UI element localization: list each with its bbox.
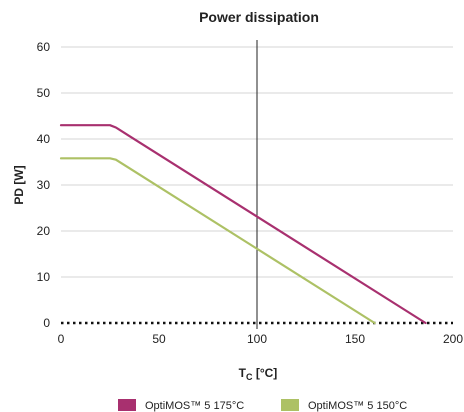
series-line-1 bbox=[59, 157, 376, 325]
x-tick-label-50: 50 bbox=[152, 332, 166, 346]
y-tick-label-60: 60 bbox=[37, 40, 51, 54]
x-axis-label: TC [°C] bbox=[239, 366, 278, 382]
legend-label-1: OptiMOS™ 5 150°C bbox=[308, 400, 407, 412]
x-tick-label-150: 150 bbox=[345, 332, 365, 346]
y-tick-label-10: 10 bbox=[37, 270, 51, 284]
x-tick-label-0: 0 bbox=[58, 332, 65, 346]
x-axis-label-subscript: C bbox=[246, 372, 253, 382]
x-tick-label-200: 200 bbox=[443, 332, 463, 346]
legend-swatch-0 bbox=[118, 399, 136, 411]
legend-swatch-1 bbox=[281, 399, 299, 411]
chart-title: Power dissipation bbox=[199, 9, 319, 25]
x-axis-label-unit: [°C] bbox=[253, 366, 278, 380]
y-axis-label: PD [W] bbox=[12, 165, 26, 204]
legend-label-0: OptiMOS™ 5 175°C bbox=[145, 400, 244, 412]
y-tick-label-0: 0 bbox=[43, 316, 50, 330]
y-tick-label-40: 40 bbox=[37, 132, 51, 146]
series-line-0 bbox=[59, 124, 427, 325]
x-tick-label-100: 100 bbox=[247, 332, 267, 346]
legend: OptiMOS™ 5 175°C OptiMOS™ 5 150°C bbox=[118, 399, 407, 412]
series-lines bbox=[59, 124, 427, 325]
axes bbox=[61, 40, 453, 329]
y-tick-label-50: 50 bbox=[37, 86, 51, 100]
y-tick-label-30: 30 bbox=[37, 178, 51, 192]
tick-labels: 0 10 20 30 40 50 60 0 50 100 150 200 bbox=[37, 40, 464, 346]
y-tick-label-20: 20 bbox=[37, 224, 51, 238]
x-axis-label-main: T bbox=[239, 366, 247, 380]
